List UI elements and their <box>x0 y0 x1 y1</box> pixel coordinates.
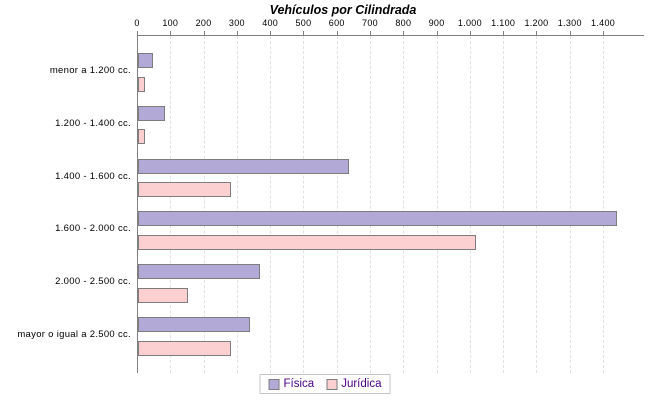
legend-label-fisica: Física <box>283 378 315 390</box>
juridica-bar <box>138 76 145 92</box>
x-tick-label: 700 <box>362 18 378 28</box>
juridica-swatch <box>326 378 338 390</box>
juridica-bar <box>138 234 476 250</box>
gridline <box>170 36 172 373</box>
category-label: mayor o igual a 2.500 cc. <box>17 329 131 340</box>
legend-item-juridica: Jurídica <box>326 378 381 390</box>
category-label: 2.000 - 2.500 cc. <box>55 276 131 288</box>
x-axis-line <box>137 35 644 36</box>
gridline <box>403 36 405 373</box>
x-tick-label: 1.200 <box>524 18 549 28</box>
gridline <box>336 36 338 373</box>
x-tick-mark <box>603 31 605 35</box>
gridline <box>303 36 305 373</box>
gridline <box>436 36 438 373</box>
x-tick-label: 1.300 <box>557 18 582 28</box>
fisica-swatch <box>268 378 280 390</box>
gridline <box>569 36 571 373</box>
x-tick-mark <box>536 31 538 35</box>
x-tick-label: 600 <box>328 18 345 28</box>
x-tick-mark <box>336 31 338 35</box>
x-tick-mark <box>569 31 571 35</box>
x-tick-label: 0 <box>134 18 140 28</box>
fisica-bar <box>138 211 618 227</box>
juridica-bar <box>138 182 232 198</box>
gridline <box>503 36 505 373</box>
x-tick-label: 800 <box>395 18 412 28</box>
gridline <box>203 36 205 373</box>
category-label: 1.200 - 1.400 cc. <box>55 117 131 129</box>
category-label: 1.400 - 1.600 cc. <box>55 170 131 182</box>
gridline <box>603 36 605 373</box>
gridline <box>270 36 272 373</box>
gridline <box>236 36 238 373</box>
category-label: menor a 1.200 cc. <box>49 65 131 76</box>
x-tick-mark <box>303 31 305 35</box>
juridica-bar <box>138 340 232 356</box>
x-tick-mark <box>469 31 471 35</box>
legend-label-juridica: Jurídica <box>341 378 382 390</box>
legend-item-fisica: Física <box>268 378 315 390</box>
x-tick-mark <box>436 31 438 35</box>
x-tick-label: 200 <box>195 18 212 28</box>
juridica-bar <box>138 129 145 145</box>
x-tick-mark <box>137 31 138 35</box>
x-tick-mark <box>170 31 172 35</box>
gridline <box>536 36 538 373</box>
chart-title: Vehículos por Cilindrada <box>269 3 417 17</box>
x-tick-mark <box>203 31 205 35</box>
gridline <box>370 36 372 373</box>
fisica-bar <box>138 105 165 121</box>
fisica-bar <box>138 317 250 332</box>
legend: Física Jurídica <box>259 374 391 394</box>
x-tick-mark <box>403 31 405 35</box>
x-tick-label: 300 <box>228 18 245 28</box>
x-tick-mark <box>270 31 272 35</box>
x-tick-label: 1.400 <box>591 18 616 28</box>
x-tick-mark <box>236 31 238 35</box>
x-tick-label: 1.000 <box>457 18 482 28</box>
x-tick-mark <box>503 31 505 35</box>
juridica-bar <box>138 287 188 303</box>
x-tick-label: 1.100 <box>491 18 516 28</box>
fisica-bar <box>138 53 153 68</box>
category-label: 1.600 - 2.000 cc. <box>55 223 131 235</box>
x-tick-label: 500 <box>295 18 312 28</box>
gridline <box>469 36 471 373</box>
y-axis-line <box>137 35 138 373</box>
x-tick-mark <box>370 31 372 35</box>
x-tick-label: 400 <box>262 18 279 28</box>
fisica-bar <box>138 264 260 280</box>
x-tick-label: 100 <box>162 18 179 28</box>
fisica-bar <box>138 158 350 174</box>
x-tick-label: 900 <box>428 18 445 28</box>
